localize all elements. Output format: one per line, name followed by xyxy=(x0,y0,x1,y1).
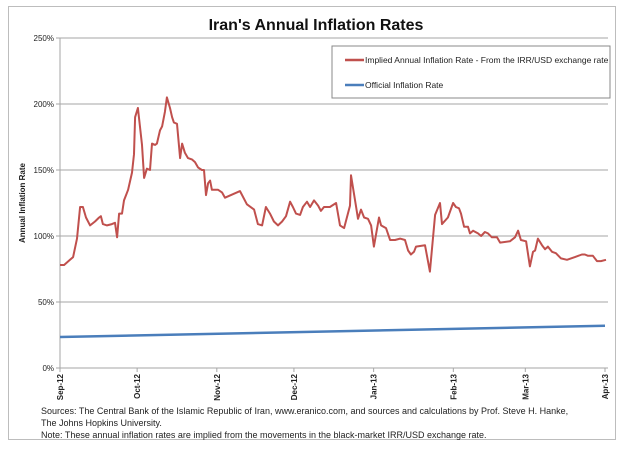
y-tick-label: 100% xyxy=(34,232,54,241)
y-tick-label: 0% xyxy=(42,364,54,373)
sources-note-line1: Sources: The Central Bank of the Islamic… xyxy=(41,406,569,416)
official-inflation-line xyxy=(59,324,606,339)
x-tick-label: Dec-12 xyxy=(290,373,299,400)
y-tick-label: 50% xyxy=(38,298,54,307)
y-tick-label: 250% xyxy=(34,34,54,43)
legend: Implied Annual Inflation Rate - From the… xyxy=(331,45,611,99)
legend-box xyxy=(331,45,611,99)
x-tick-label: Sep-12 xyxy=(56,373,65,400)
y-tick-label: 200% xyxy=(34,100,54,109)
chart-notes: Sources: The Central Bank of the Islamic… xyxy=(41,405,568,441)
legend-label-official: Official Inflation Rate xyxy=(365,80,444,90)
y-axis-title: Annual Inflation Rate xyxy=(18,162,27,243)
y-tick-label: 150% xyxy=(34,166,54,175)
chart-frame xyxy=(8,6,616,440)
legend-label-implied: Implied Annual Inflation Rate - From the… xyxy=(365,55,609,65)
x-tick-label: Feb-13 xyxy=(449,373,458,399)
x-tick-label: Mar-13 xyxy=(521,373,530,399)
x-tick-label: Apr-13 xyxy=(601,373,610,399)
chart-title: Iran's Annual Inflation Rates xyxy=(209,17,424,34)
x-tick-label: Oct-12 xyxy=(133,373,142,398)
implied-inflation-line xyxy=(60,96,607,273)
sources-note-line2: The Johns Hopkins University. xyxy=(41,418,162,428)
exchange-rate-note: Note: These annual inflation rates are i… xyxy=(41,430,487,440)
x-tick-label: Jan-13 xyxy=(370,373,379,399)
x-tick-label: Nov-12 xyxy=(213,373,222,400)
